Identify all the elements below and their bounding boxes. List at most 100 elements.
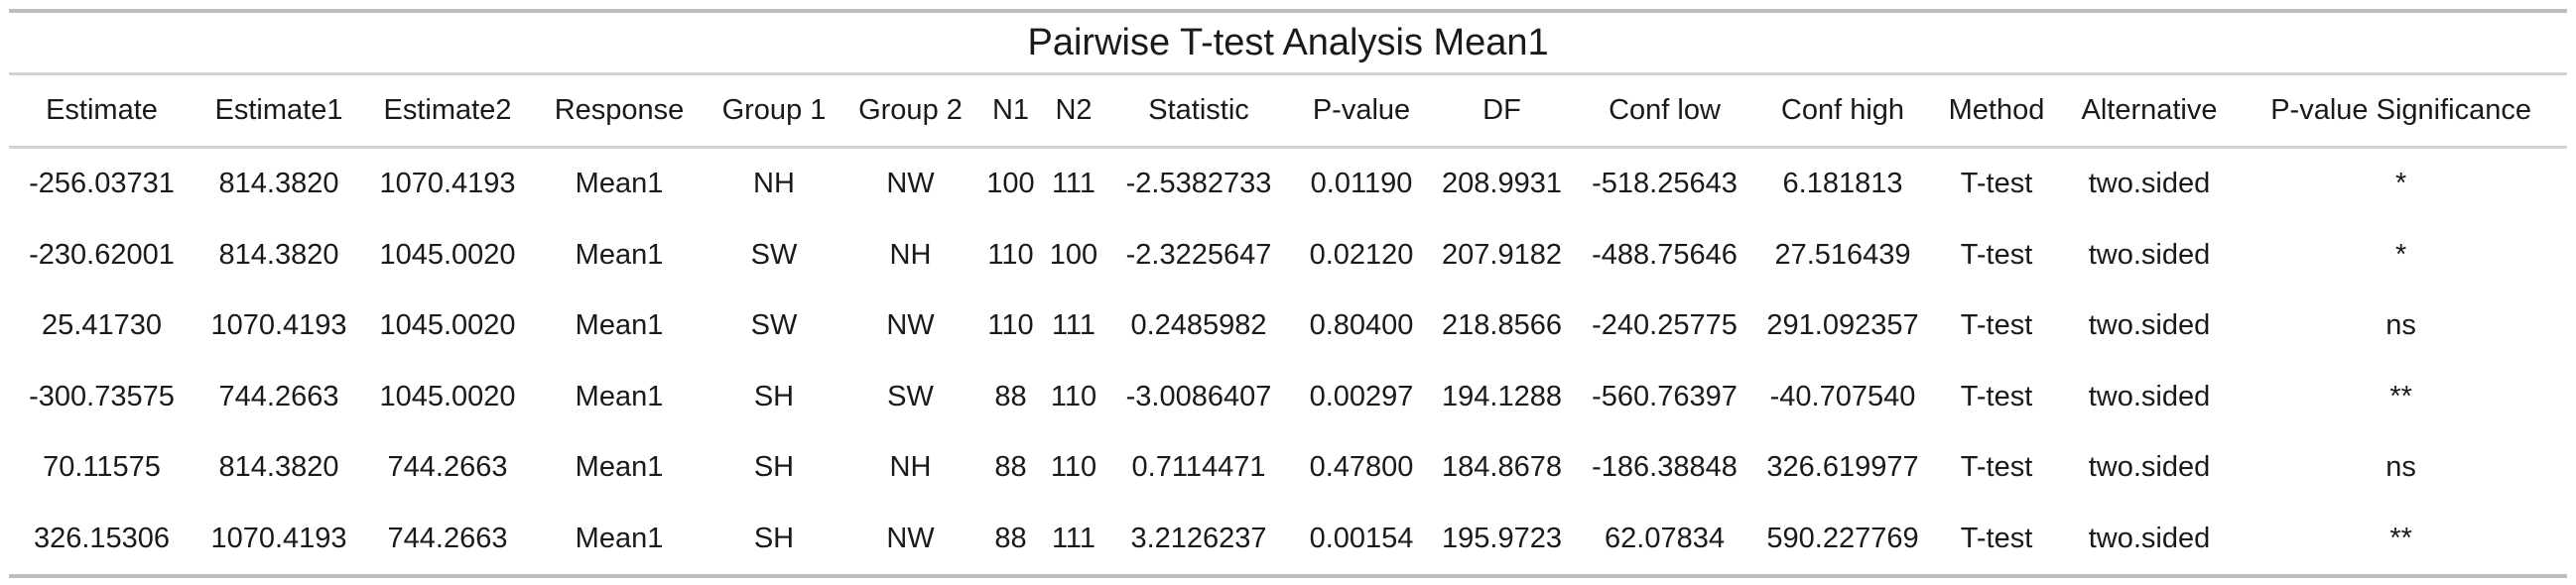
table-cell: 0.00297 [1309, 380, 1414, 412]
column-header: N2 [1042, 73, 1105, 149]
table-cell: 814.3820 [218, 238, 339, 271]
table-cell: 111 [1042, 503, 1105, 578]
table-cell: * [2394, 238, 2407, 271]
title-row: Pairwise T-test Analysis Mean1 [9, 11, 2568, 75]
table-cell: SW [887, 380, 934, 412]
table-cell: 3.2126237 [1105, 503, 1292, 578]
column-header: Response [532, 73, 707, 149]
table-cell: ** [2235, 503, 2568, 578]
table-cell: 111 [1051, 309, 1096, 342]
table-cell: Mean1 [575, 451, 664, 484]
table-cell: Mean1 [575, 168, 664, 200]
table-cell: -230.62001 [29, 238, 175, 271]
table-cell: -560.76397 [1592, 380, 1738, 412]
table-cell: 814.3820 [218, 451, 339, 484]
table-cell: ** [2389, 380, 2412, 412]
table-cell: 195.9723 [1431, 503, 1573, 578]
column-header: Conf high [1756, 73, 1929, 149]
column-header: DF [1431, 73, 1573, 149]
table-cell: 0.80400 [1309, 309, 1414, 342]
results-table-container: Pairwise T-test Analysis Mean1 Estimate E… [9, 9, 2568, 578]
table-title: Pairwise T-test Analysis Mean1 [9, 11, 2568, 75]
column-header: Estimate1 [194, 73, 363, 149]
table-cell: two.sided [2064, 503, 2235, 578]
table-cell: two.sided [2088, 309, 2211, 342]
table-cell: SW [750, 238, 798, 271]
table-cell: -2.3225647 [1125, 238, 1272, 271]
table-cell: SH [707, 503, 841, 578]
table-cell: 1070.4193 [194, 503, 363, 578]
column-header: Statistic [1105, 73, 1292, 149]
table-cell: 6.181813 [1782, 168, 1903, 200]
table-cell: -240.25775 [1592, 309, 1738, 342]
table-cell: SH [753, 451, 795, 484]
table-cell: 590.227769 [1756, 503, 1929, 578]
table-cell: two.sided [2088, 451, 2211, 484]
table-body: -256.03731 814.3820 1070.4193 Mean1 NH NW 100 1… [9, 148, 2568, 578]
column-header: Alternative [2064, 73, 2235, 149]
table-cell: 744.2663 [218, 380, 339, 412]
table-cell: -300.73575 [29, 380, 175, 412]
table-cell: 218.8566 [1442, 309, 1562, 342]
table-cell: 88 [979, 503, 1042, 578]
table-cell: 70.11575 [43, 451, 161, 484]
table-cell: 207.9182 [1442, 238, 1562, 271]
table-cell: 25.41730 [42, 309, 162, 342]
table-cell: two.sided [2088, 238, 2211, 271]
table-cell: 184.8678 [1442, 451, 1562, 484]
table-cell: -40.707540 [1769, 380, 1916, 412]
table-cell: 62.07834 [1573, 503, 1756, 578]
table-cell: Mean1 [575, 309, 664, 342]
pairwise-ttest-table: Pairwise T-test Analysis Mean1 Estimate E… [9, 9, 2568, 578]
table-row: 326.15306 1070.4193 744.2663 Mean1 SH NW 88 111… [9, 503, 2568, 578]
table-cell: 110 [987, 309, 1034, 342]
table-cell: 0.00154 [1292, 503, 1431, 578]
table-cell: 110 [987, 238, 1034, 271]
column-header: Method [1929, 73, 2064, 149]
table-cell: two.sided [2088, 380, 2211, 412]
table-cell: Mean1 [575, 238, 664, 271]
table-cell: 110 [1050, 451, 1097, 484]
table-cell: -186.38848 [1592, 451, 1738, 484]
table-cell: Mean1 [575, 380, 664, 412]
table-cell: 27.516439 [1774, 238, 1911, 271]
column-header: Group 1 [707, 73, 841, 149]
table-cell: NH [889, 238, 932, 271]
table-cell: 208.9931 [1442, 168, 1562, 200]
column-header: P-value Significance [2235, 73, 2568, 149]
table-cell: T-test [1960, 451, 2033, 484]
table-cell: 1045.0020 [379, 309, 516, 342]
table-cell: 1070.4193 [379, 168, 516, 200]
table-cell: 194.1288 [1442, 380, 1562, 412]
table-cell: -488.75646 [1592, 238, 1738, 271]
table-cell: 326.15306 [9, 503, 194, 578]
table-cell: 814.3820 [218, 168, 339, 200]
table-cell: 1045.0020 [379, 380, 516, 412]
table-cell: ns [2385, 309, 2416, 342]
table-cell: ns [2385, 451, 2416, 484]
table-cell: NW [886, 309, 935, 342]
table-cell: NW [841, 503, 979, 578]
table-cell: -2.5382733 [1125, 168, 1272, 200]
table-cell: 0.01190 [1310, 168, 1413, 200]
table-cell: two.sided [2088, 168, 2211, 200]
table-row: -230.62001 814.3820 1045.0020 Mean1 SW NH 110 1… [9, 220, 2567, 292]
table-cell: Mean1 [532, 503, 707, 578]
table-cell: 111 [1051, 168, 1096, 200]
table-cell: T-test [1960, 309, 2033, 342]
table-cell: T-test [1960, 238, 2033, 271]
table-cell: * [2394, 168, 2407, 200]
table-cell: 0.47800 [1309, 451, 1414, 484]
column-header: Group 2 [841, 73, 979, 149]
column-header: Estimate2 [363, 73, 532, 149]
table-row: 25.41730 1070.4193 1045.0020 Mean1 SW NW 110 11… [9, 291, 2567, 362]
table-cell: NW [886, 168, 935, 200]
table-cell: NH [753, 168, 795, 200]
column-header: Estimate [9, 73, 194, 149]
table-cell: 88 [994, 380, 1027, 412]
table-cell: 0.02120 [1309, 238, 1414, 271]
table-cell: T-test [1960, 380, 2033, 412]
table-cell: SH [753, 380, 795, 412]
table-row: 70.11575 814.3820 744.2663 Mean1 SH NH 88 110 0.… [9, 432, 2567, 504]
table-cell: 0.7114471 [1131, 451, 1266, 484]
